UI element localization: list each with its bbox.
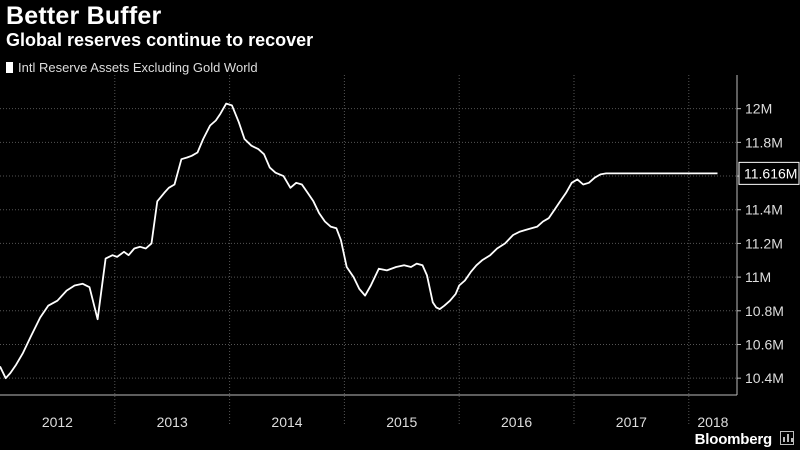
x-tick-label: 2016 [501, 414, 532, 430]
x-tick-label: 2018 [697, 414, 728, 430]
y-tick-label: 11.8M [745, 134, 783, 150]
y-tick-label: 10.8M [745, 303, 784, 319]
y-tick-label: 11M [745, 269, 771, 285]
last-value-box [738, 161, 800, 185]
legend-label: Intl Reserve Assets Excluding Gold World [18, 60, 258, 75]
y-tick-label: 12M [745, 101, 772, 117]
y-tick-label: 10.6M [745, 336, 784, 352]
x-tick-label: 2012 [42, 414, 73, 430]
legend: Intl Reserve Assets Excluding Gold World [6, 60, 258, 75]
x-tick-label: 2014 [271, 414, 302, 430]
chart-icon [780, 431, 794, 445]
chart-title: Better Buffer [6, 2, 162, 30]
chart-subtitle: Global reserves continue to recover [6, 30, 314, 50]
y-tick-label: 11.4M [745, 202, 783, 218]
series-line [0, 102, 718, 380]
last-value-label: 11.616M [744, 165, 797, 181]
x-tick-label: 2017 [616, 414, 647, 430]
legend-swatch [6, 62, 13, 73]
x-tick-label: 2015 [386, 414, 417, 430]
y-tick-label: 11.2M [745, 235, 783, 251]
y-tick-label: 10.4M [745, 370, 784, 386]
x-tick-label: 2013 [157, 414, 188, 430]
bloomberg-logo: Bloomberg [694, 431, 773, 448]
